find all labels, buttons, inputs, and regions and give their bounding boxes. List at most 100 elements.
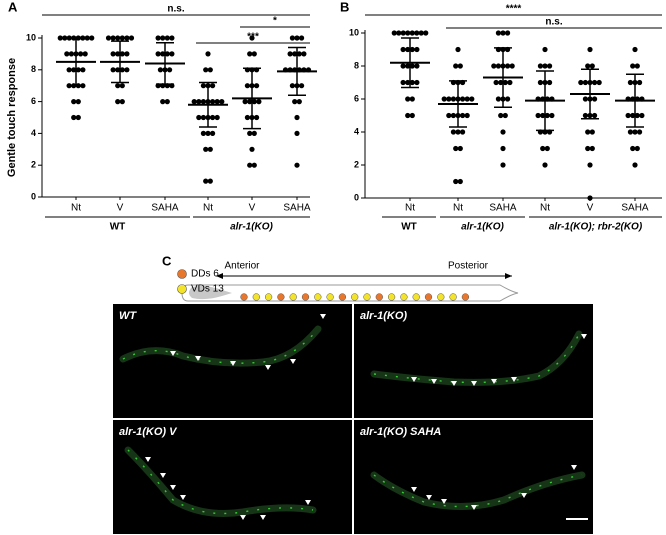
data-point [256,99,262,105]
data-point [460,129,466,135]
group-label: alr-1(KO); rbr-2(KO) [549,222,643,233]
data-point [453,178,459,185]
legend-swatch [177,269,187,279]
data-point [457,178,463,185]
data-point [464,96,470,102]
data-point [414,30,420,36]
x-tick-label: Nt [203,203,213,214]
data-point [500,145,506,152]
data-point [627,129,634,135]
data-point [500,30,506,36]
data-point [446,96,452,102]
y-tick-label: 6 [354,93,359,103]
data-point [409,96,415,102]
data-point [491,63,497,69]
neuron [314,293,322,301]
data-point [455,129,461,135]
data-point [75,114,81,121]
data-point [294,35,300,41]
data-point [203,146,209,152]
data-point [505,96,511,102]
data-point [75,99,81,105]
legend-label: VDs 13 [191,284,224,295]
data-point [446,112,452,119]
data-point [405,96,411,102]
data-point [289,35,295,41]
data-point [82,51,88,57]
micrograph-label: WT [119,310,137,322]
y-tick-label: 8 [354,60,359,70]
data-point [630,145,636,152]
data-point [68,51,74,57]
data-point [160,35,166,41]
data-point [549,112,555,119]
data-point [200,83,206,89]
y-tick-label: 2 [31,160,36,170]
micrograph: WT [113,304,352,418]
data-point [205,130,211,136]
data-point [155,35,161,41]
data-point [400,46,406,53]
data-point [292,99,298,105]
x-tick-label: V [249,203,256,214]
arrowhead [491,379,497,384]
y-tick-label: 2 [354,159,359,169]
data-point [469,96,475,102]
arrowhead [521,493,527,498]
arrowhead [145,457,151,462]
arrowhead [471,505,477,510]
data-point [167,67,173,73]
data-point [164,99,170,105]
arrowhead [581,334,587,339]
data-point [200,114,206,121]
data-point [203,67,209,73]
data-point [210,130,216,136]
micrograph-label: alr-1(KO) V [119,426,178,438]
arrowhead [180,495,186,500]
y-tick-label: 8 [31,64,36,74]
data-point [207,178,213,184]
data-point [582,96,589,102]
data-point [64,51,70,57]
data-point [254,83,260,89]
worm-neurons [373,333,580,384]
neuron [363,293,371,301]
significance-label: **** [506,4,522,15]
data-point [115,35,121,41]
y-tick-label: 6 [31,96,36,106]
arrowhead [471,381,477,386]
data-point [414,46,420,53]
data-point [639,112,645,119]
data-point [409,30,415,36]
data-point [578,79,584,86]
data-point [160,99,166,105]
data-point [299,35,305,41]
data-point [495,63,501,69]
y-tick-label: 10 [26,32,36,42]
data-point [453,63,459,69]
micrograph: alr-1(KO) [354,304,593,418]
x-tick-label: Nt [71,203,81,214]
y-tick-label: 0 [31,191,36,201]
group-label: WT [110,222,126,233]
data-point [214,114,220,121]
data-point [119,83,125,89]
data-point [160,51,166,57]
data-point [405,63,411,69]
data-point [405,79,411,86]
neuron [252,293,260,301]
data-point [544,145,550,152]
data-point [71,114,77,121]
data-point [632,162,638,168]
data-point [396,30,402,36]
y-tick-label: 4 [354,126,359,136]
data-point [495,30,501,36]
data-point [409,79,415,86]
arrowhead [411,377,417,382]
data-point [547,63,553,69]
data-point [164,51,170,57]
data-point [214,99,220,105]
data-point [200,130,206,136]
data-point [251,99,257,105]
